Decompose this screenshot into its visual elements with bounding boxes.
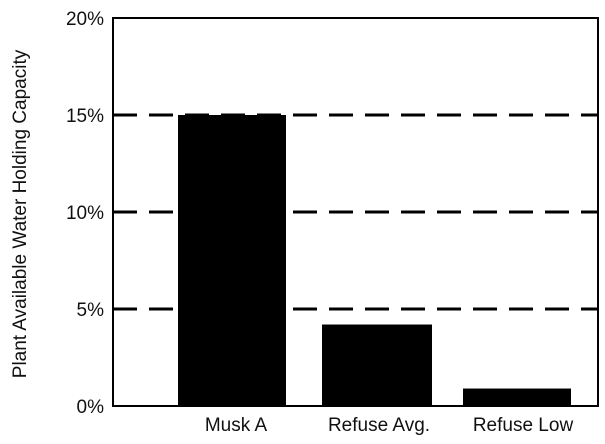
plot-frame — [112, 17, 599, 407]
y-tick-label: 15% — [66, 106, 104, 127]
y-tick-labels: 0% 5% 10% 15% 20% — [66, 9, 104, 418]
bar — [322, 324, 432, 406]
x-category-labels: Musk A Refuse Avg. Refuse Low — [205, 415, 574, 436]
x-category-label: Refuse Low — [473, 415, 574, 436]
y-tick-label: 10% — [66, 203, 104, 224]
y-axis-title: Plant Available Water Holding Capacity — [10, 49, 31, 378]
x-category-label: Musk A — [205, 415, 268, 436]
bars — [178, 115, 571, 406]
axes — [112, 17, 599, 407]
y-tick-label: 20% — [66, 9, 104, 30]
bar — [178, 115, 286, 406]
y-tick-label: 5% — [77, 300, 105, 321]
y-tick-label: 0% — [77, 397, 105, 418]
bar — [463, 388, 571, 406]
x-category-label: Refuse Avg. — [328, 415, 430, 436]
